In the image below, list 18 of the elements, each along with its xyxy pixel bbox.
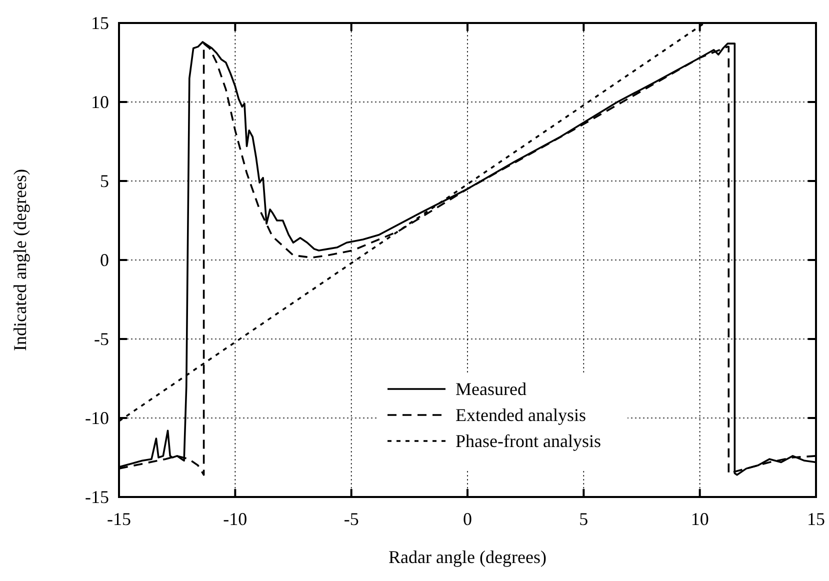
x-tick-label: 15 <box>807 509 825 529</box>
legend-label: Phase-front analysis <box>456 431 601 451</box>
x-tick-label: 10 <box>690 509 709 529</box>
x-tick-label: -10 <box>223 509 248 529</box>
y-tick-label: 0 <box>100 250 109 270</box>
x-tick-label: 5 <box>579 509 588 529</box>
x-tick-label: -5 <box>344 509 359 529</box>
y-tick-label: 5 <box>100 171 109 191</box>
y-tick-label: 15 <box>91 13 109 33</box>
x-tick-label: 0 <box>463 509 472 529</box>
y-axis-title: Indicated angle (degrees) <box>10 169 30 351</box>
legend-label: Measured <box>456 379 526 399</box>
y-tick-label: -10 <box>85 408 109 428</box>
y-tick-label: 10 <box>91 92 109 112</box>
y-tick-label: -5 <box>94 329 109 349</box>
y-tick-label: -15 <box>85 487 109 507</box>
legend-label: Extended analysis <box>456 405 586 425</box>
x-axis-title: Radar angle (degrees) <box>388 547 546 567</box>
